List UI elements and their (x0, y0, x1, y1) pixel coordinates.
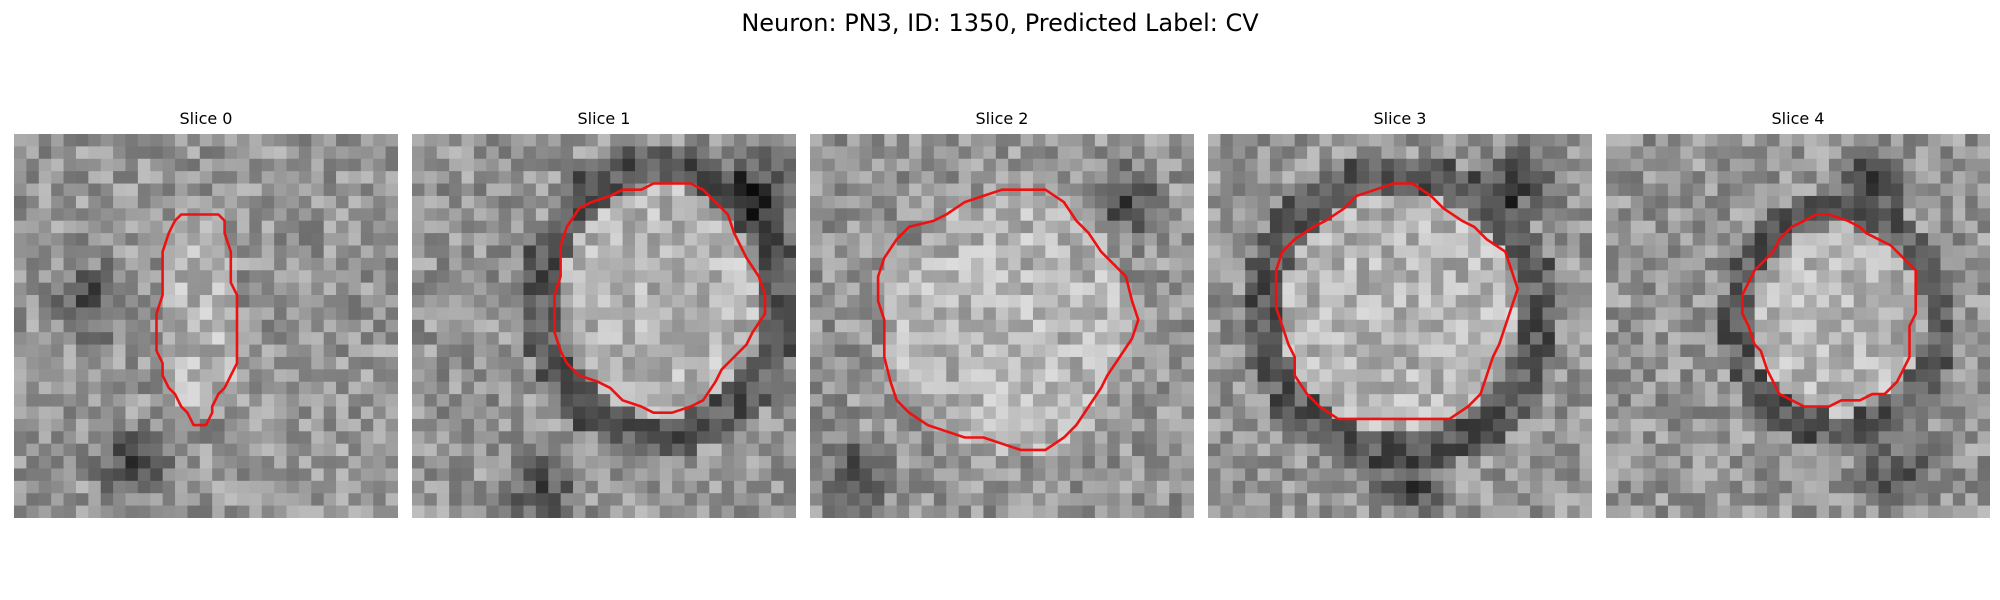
pixel-mosaic (14, 134, 398, 518)
pixel-mosaic (810, 134, 1194, 518)
slice-title-4: Slice 4 (1771, 109, 1825, 128)
cell-contour (155, 213, 239, 427)
cell-contour (1274, 182, 1520, 421)
slice-title-0: Slice 0 (179, 109, 233, 128)
slice-image-0 (14, 134, 398, 518)
slice-image-4 (1606, 134, 1990, 518)
pixel-mosaic (1606, 134, 1990, 518)
slice-image-2 (810, 134, 1194, 518)
slice-image-1 (412, 134, 796, 518)
slice-title-2: Slice 2 (975, 109, 1029, 128)
slice-image-3 (1208, 134, 1592, 518)
pixel-mosaic (1208, 134, 1592, 518)
cell-contour (1741, 213, 1918, 408)
slice-title-3: Slice 3 (1373, 109, 1427, 128)
pixel-mosaic (412, 134, 796, 518)
figure-title: Neuron: PN3, ID: 1350, Predicted Label: … (741, 9, 1259, 37)
slice-title-1: Slice 1 (577, 109, 631, 128)
cell-contour (876, 188, 1140, 452)
cell-contour (553, 182, 767, 415)
